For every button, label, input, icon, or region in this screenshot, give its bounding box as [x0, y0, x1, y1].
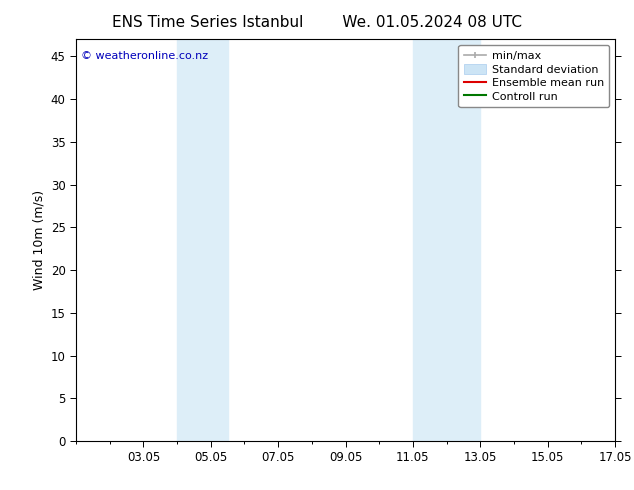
Text: ENS Time Series Istanbul        We. 01.05.2024 08 UTC: ENS Time Series Istanbul We. 01.05.2024 …	[112, 15, 522, 30]
Text: © weatheronline.co.nz: © weatheronline.co.nz	[81, 51, 209, 61]
Y-axis label: Wind 10m (m/s): Wind 10m (m/s)	[32, 190, 45, 290]
Legend: min/max, Standard deviation, Ensemble mean run, Controll run: min/max, Standard deviation, Ensemble me…	[458, 45, 609, 107]
Bar	[177, 39, 228, 441]
Bar	[413, 39, 481, 441]
